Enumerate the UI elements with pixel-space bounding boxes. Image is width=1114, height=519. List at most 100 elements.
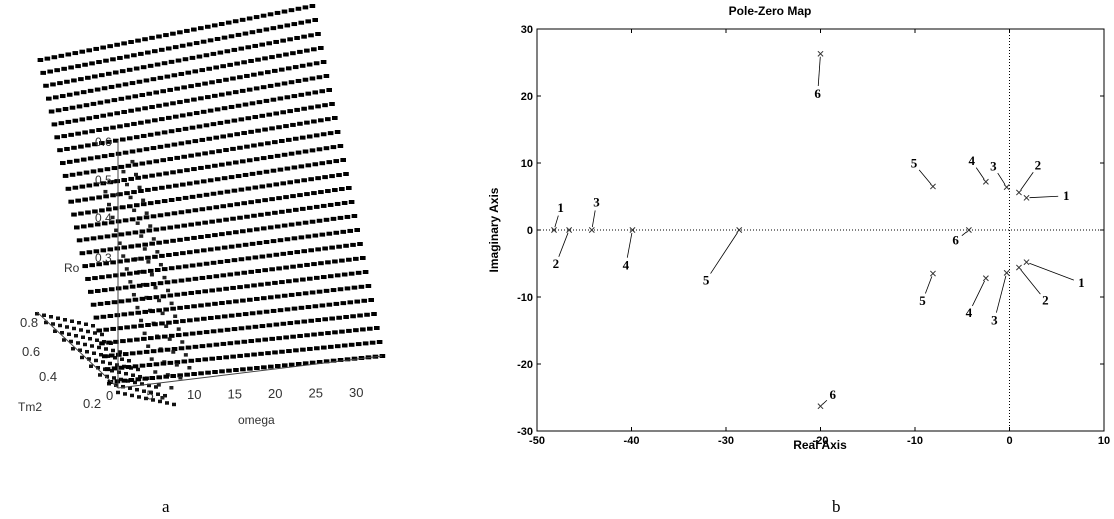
surface-marker — [245, 256, 252, 261]
surface-marker — [160, 226, 167, 231]
annotation-label: 5 — [703, 272, 710, 287]
surface-marker — [125, 95, 132, 100]
surface-marker — [200, 248, 207, 253]
surface-marker — [65, 52, 72, 57]
surface-marker — [149, 105, 155, 110]
omega-tick-label: 15 — [228, 387, 242, 402]
surface-marker — [209, 219, 215, 224]
surface-marker — [135, 243, 141, 248]
surface-marker — [237, 285, 243, 290]
surface-marker — [115, 352, 122, 357]
surface-marker — [320, 275, 327, 280]
surface-marker — [154, 62, 161, 67]
surface-marker — [279, 209, 285, 214]
surface-marker — [144, 295, 149, 300]
surface-marker — [191, 27, 197, 32]
surface-marker — [178, 141, 185, 146]
surface-marker — [182, 332, 189, 337]
surface-marker — [142, 174, 148, 179]
ro-tick-label: 0.3 — [95, 251, 112, 265]
surface-marker — [184, 168, 190, 173]
surface-marker — [230, 216, 236, 221]
surface-marker — [65, 325, 69, 329]
surface-marker — [142, 242, 148, 247]
surface-marker — [259, 42, 266, 47]
surface-marker — [290, 51, 296, 56]
surface-marker — [294, 320, 301, 325]
surface-marker — [293, 278, 299, 283]
surface-marker — [93, 331, 97, 335]
x-tick-label: -10 — [907, 435, 923, 447]
surface-marker — [209, 288, 215, 293]
surface-marker — [173, 252, 179, 257]
surface-marker — [301, 249, 308, 254]
surface-marker — [312, 304, 319, 309]
surface-marker — [239, 88, 246, 93]
surface-marker — [85, 75, 91, 80]
surface-marker — [274, 10, 281, 15]
surface-marker — [266, 41, 272, 46]
pole-marker — [965, 227, 972, 233]
surface-marker — [174, 155, 180, 160]
surface-marker — [152, 186, 158, 191]
surface-marker — [69, 105, 76, 110]
surface-marker — [121, 312, 128, 317]
surface-marker — [93, 114, 100, 119]
surface-marker — [114, 313, 121, 318]
surface-marker — [279, 349, 285, 354]
surface-marker — [266, 253, 273, 258]
surface-marker — [119, 69, 126, 74]
surface-marker — [231, 258, 238, 263]
surface-marker — [118, 96, 125, 101]
surface-marker — [281, 223, 288, 228]
surface-marker — [203, 123, 210, 128]
surface-marker — [135, 38, 141, 43]
surface-marker — [72, 51, 79, 56]
surface-marker — [76, 104, 83, 109]
surface-marker — [94, 155, 101, 160]
surface-marker — [184, 98, 190, 103]
surface-marker — [160, 89, 166, 94]
surface-marker — [280, 110, 286, 115]
surface-marker — [175, 128, 182, 133]
surface-marker — [302, 291, 309, 296]
surface-marker — [112, 376, 116, 380]
surface-marker — [124, 267, 129, 271]
surface-marker — [139, 229, 146, 234]
surface-marker — [304, 192, 310, 197]
surface-marker — [287, 37, 293, 42]
surface-marker — [89, 196, 95, 201]
surface-marker — [266, 323, 273, 328]
surface-marker — [220, 134, 227, 139]
surface-marker — [171, 73, 178, 78]
surface-marker — [125, 365, 132, 370]
surface-marker — [97, 235, 104, 240]
surface-marker — [94, 288, 101, 293]
ro-tick-label: 0.5 — [95, 173, 112, 187]
surface-marker — [312, 233, 319, 238]
surface-marker — [128, 378, 135, 382]
surface-marker — [202, 151, 208, 156]
surface-marker — [298, 164, 305, 169]
surface-marker — [147, 132, 154, 137]
surface-marker — [333, 159, 340, 164]
surface-marker — [295, 78, 302, 83]
surface-marker — [255, 57, 261, 62]
surface-marker — [241, 270, 248, 275]
surface-marker — [96, 365, 100, 370]
surface-marker — [300, 277, 306, 282]
annotation-leader-line — [558, 232, 569, 257]
surface-marker — [327, 131, 334, 136]
surface-marker — [188, 290, 195, 295]
surface-marker — [62, 106, 69, 111]
surface-marker — [136, 283, 143, 288]
surface-marker — [157, 144, 164, 149]
surface-marker — [49, 315, 53, 319]
surface-marker — [139, 161, 146, 166]
surface-marker — [240, 298, 246, 303]
surface-marker — [163, 239, 169, 244]
surface-marker — [90, 236, 97, 241]
surface-marker — [202, 220, 208, 225]
surface-marker — [142, 247, 147, 251]
surface-marker — [336, 173, 342, 178]
